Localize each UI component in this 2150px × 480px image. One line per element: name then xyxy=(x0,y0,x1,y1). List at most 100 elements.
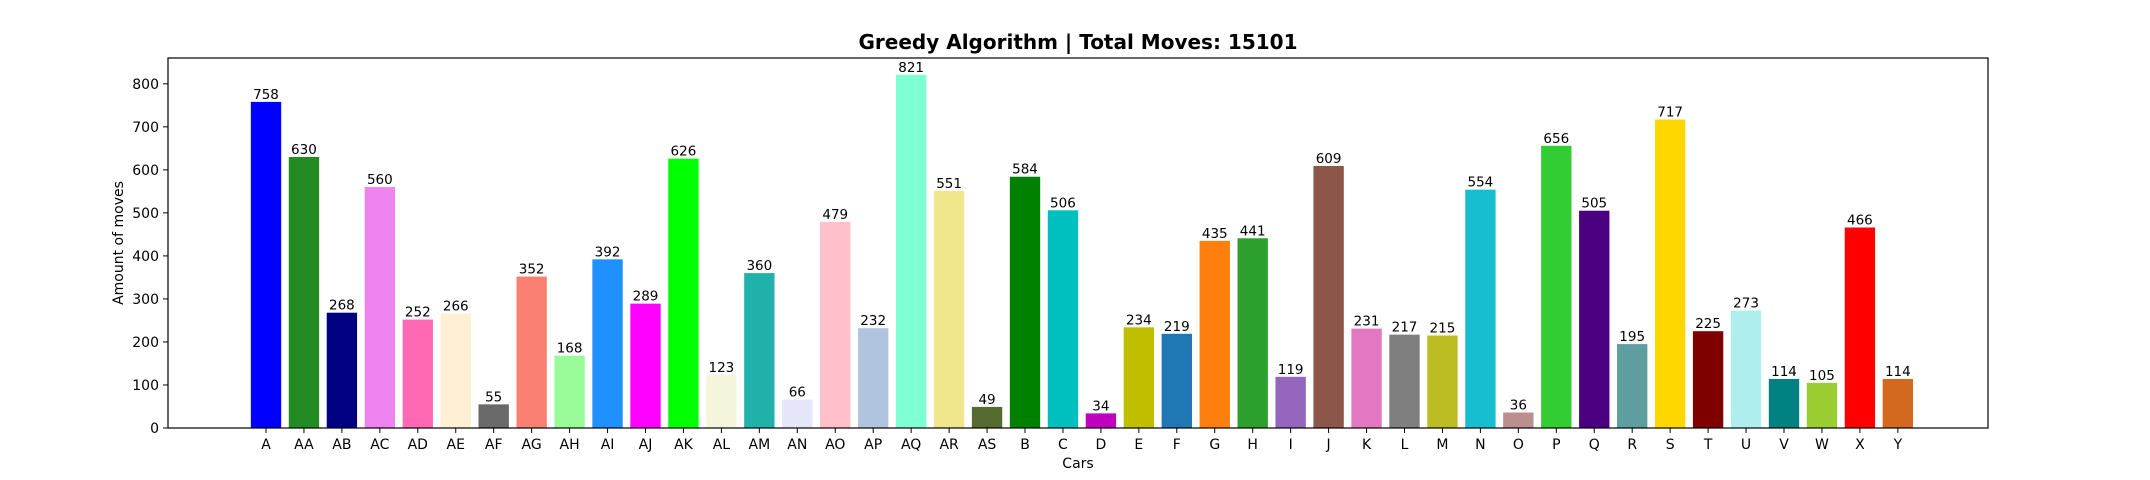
data-label-ac: 560 xyxy=(367,172,393,188)
data-label-d: 34 xyxy=(1092,398,1109,414)
bar-ao xyxy=(820,221,851,428)
x-tick-label-e: E xyxy=(1134,437,1143,453)
data-label-k: 231 xyxy=(1354,314,1380,330)
bar-t xyxy=(1692,331,1724,428)
bar-e xyxy=(1123,327,1155,428)
x-tick-label-aq: AQ xyxy=(901,437,921,453)
x-axis-ticks: A AA AB AC AD AE AF AG AH AI AJ AK AL AM AN AO AP AQ AR AS B… xyxy=(261,428,1903,453)
x-tick-label-m: M xyxy=(1436,437,1448,453)
bar-aa xyxy=(288,156,320,428)
data-label-ai: 392 xyxy=(595,244,621,260)
data-label-l: 217 xyxy=(1392,320,1418,336)
bar-ad xyxy=(402,319,433,428)
data-label-as: 49 xyxy=(978,392,995,408)
x-tick-label-f: F xyxy=(1173,437,1181,453)
data-label-m: 215 xyxy=(1430,321,1456,337)
bar-ah xyxy=(554,355,585,428)
y-tick-label-200: 200 xyxy=(132,335,159,351)
bar-o xyxy=(1503,412,1534,428)
bar-j xyxy=(1313,165,1344,428)
bar-q xyxy=(1579,210,1610,428)
x-axis-label: Cars xyxy=(1062,456,1093,472)
data-label-ap: 232 xyxy=(860,313,886,329)
x-tick-label-ab: AB xyxy=(332,437,351,453)
data-label-aj: 289 xyxy=(633,289,659,305)
data-label-s: 717 xyxy=(1657,105,1683,121)
data-label-q: 505 xyxy=(1581,196,1607,212)
data-label-ak: 626 xyxy=(671,144,697,160)
data-label-v: 114 xyxy=(1771,364,1797,380)
y-tick-label-800: 800 xyxy=(132,77,159,93)
data-label-e: 234 xyxy=(1126,312,1152,328)
data-label-aq: 821 xyxy=(898,60,924,76)
bar-m xyxy=(1427,335,1458,428)
x-tick-label-ar: AR xyxy=(939,437,959,453)
bar-af xyxy=(478,404,509,428)
bar-c xyxy=(1047,210,1079,428)
data-label-i: 119 xyxy=(1278,362,1304,378)
x-tick-label-u: U xyxy=(1741,437,1751,453)
x-tick-label-x: X xyxy=(1855,437,1865,453)
y-tick-label-400: 400 xyxy=(132,249,159,265)
x-tick-label-ai: AI xyxy=(601,437,615,453)
x-tick-label-al: AL xyxy=(713,437,731,453)
data-label-ad: 252 xyxy=(405,305,431,321)
x-tick-label-y: Y xyxy=(1893,437,1903,453)
bar-x xyxy=(1844,227,1876,428)
bar-s xyxy=(1654,119,1686,428)
data-label-b: 584 xyxy=(1012,162,1038,178)
y-axis-label: Amount of moves xyxy=(111,181,127,305)
x-tick-label-b: B xyxy=(1020,437,1030,453)
data-label-y: 114 xyxy=(1885,364,1911,380)
data-label-am: 360 xyxy=(746,258,772,274)
bar-ar xyxy=(933,190,965,428)
bar-ab xyxy=(326,312,358,428)
x-tick-label-c: C xyxy=(1058,437,1068,453)
x-tick-label-r: R xyxy=(1627,437,1637,453)
y-axis-ticks: 0 100 200 300 400 500 600 700 800 xyxy=(132,77,168,437)
x-tick-label-p: P xyxy=(1552,437,1560,453)
data-label-t: 225 xyxy=(1695,316,1721,332)
bar-al xyxy=(706,375,737,428)
data-label-ar: 551 xyxy=(936,176,962,192)
y-tick-label-100: 100 xyxy=(132,378,159,394)
data-labels-group: 758 630 268 560 252 266 55 352 168 392 289 626 123 36… xyxy=(253,60,1911,415)
bar-aq xyxy=(895,74,927,429)
data-label-u: 273 xyxy=(1733,296,1759,312)
x-tick-label-ad: AD xyxy=(408,437,428,453)
x-tick-label-g: G xyxy=(1209,437,1220,453)
bar-p xyxy=(1541,145,1572,428)
x-tick-label-i: I xyxy=(1289,437,1293,453)
plot-area-frame xyxy=(167,57,1989,429)
bar-n xyxy=(1465,189,1496,428)
bar-ak xyxy=(668,158,699,428)
x-tick-label-ak: AK xyxy=(674,437,694,453)
x-tick-label-af: AF xyxy=(485,437,503,453)
x-tick-label-aa: AA xyxy=(294,437,314,453)
bar-as xyxy=(971,406,1003,428)
x-tick-label-d: D xyxy=(1096,437,1107,453)
data-label-aa: 630 xyxy=(291,142,317,158)
x-tick-label-an: AN xyxy=(787,437,807,453)
data-label-x: 466 xyxy=(1847,213,1873,229)
data-label-o: 36 xyxy=(1510,398,1527,414)
bar-ac xyxy=(364,187,396,428)
x-tick-label-t: T xyxy=(1703,437,1713,453)
data-label-j: 609 xyxy=(1316,151,1342,167)
x-tick-label-ac: AC xyxy=(370,437,389,453)
data-label-w: 105 xyxy=(1809,368,1835,384)
x-tick-label-q: Q xyxy=(1589,437,1600,453)
x-tick-label-ae: AE xyxy=(447,437,465,453)
x-tick-label-j: J xyxy=(1326,437,1331,453)
data-label-ab: 268 xyxy=(329,298,355,314)
data-label-ao: 479 xyxy=(822,207,848,223)
x-tick-label-k: K xyxy=(1362,437,1372,453)
data-label-ae: 266 xyxy=(443,299,469,315)
data-label-al: 123 xyxy=(709,360,735,376)
bar-u xyxy=(1730,310,1762,428)
chart-title: Greedy Algorithm | Total Moves: 15101 xyxy=(859,30,1298,54)
data-label-an: 66 xyxy=(789,385,806,401)
bar-am xyxy=(744,273,775,428)
data-label-h: 441 xyxy=(1240,223,1266,239)
x-tick-label-s: S xyxy=(1666,437,1675,453)
